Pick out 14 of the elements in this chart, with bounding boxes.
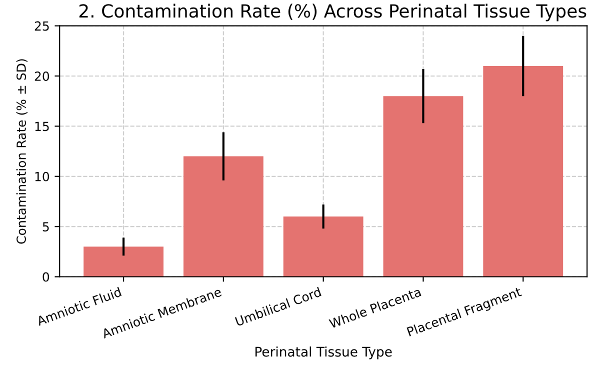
chart-title: 2. Contamination Rate (%) Across Perinatal Tissue Types <box>79 4 586 22</box>
y-tick-label: 0 <box>42 272 50 282</box>
bar <box>483 66 564 277</box>
y-tick-label: 25 <box>34 21 49 31</box>
bar <box>383 96 464 277</box>
y-tick-label: 20 <box>34 71 50 81</box>
x-axis-title: Perinatal Tissue Type <box>255 346 392 360</box>
y-tick-label: 5 <box>42 222 49 232</box>
y-tick-label: 10 <box>35 172 50 182</box>
y-axis-title: Contamination Rate (% ± SD) <box>16 59 28 244</box>
y-tick-label: 15 <box>35 122 49 132</box>
bar <box>84 246 164 277</box>
bar <box>183 156 264 277</box>
bar <box>283 216 364 277</box>
